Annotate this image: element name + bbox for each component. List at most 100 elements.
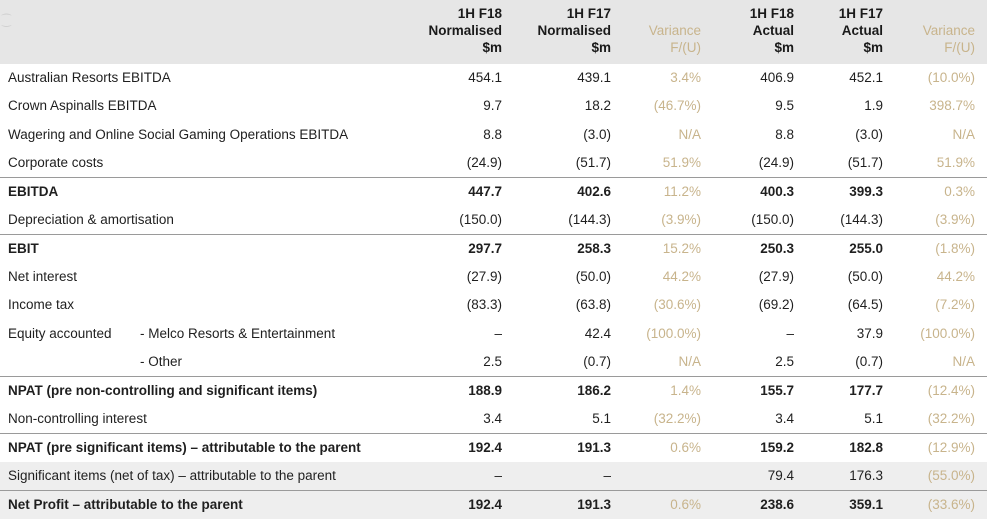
header-col-1h-f17-normalised: 1H F17 Normalised $m (537, 5, 611, 56)
cell-1h-f18-actual: (150.0) (751, 212, 794, 227)
cell-variance-actual: (12.9%) (927, 440, 975, 455)
header-line: Variance (648, 23, 701, 38)
cell-variance-normalised: 51.9% (662, 155, 701, 170)
cell-1h-f18-normalised: 297.7 (468, 241, 502, 256)
table-row: Income tax (83.3) (63.8) (30.6%) (69.2) (64.5… (0, 291, 987, 319)
cell-1h-f17-actual: 255.0 (849, 241, 883, 256)
cell-1h-f18-normalised: (24.9) (466, 155, 502, 170)
row-label: Corporate costs (8, 155, 104, 170)
cell-1h-f17-normalised: (63.8) (575, 297, 611, 312)
cell-variance-actual: 398.7% (929, 98, 975, 113)
header-line: Actual (841, 23, 883, 38)
cell-1h-f17-actual: 359.1 (849, 497, 883, 512)
cell-1h-f18-actual: 155.7 (760, 383, 794, 398)
cell-1h-f18-normalised: 8.8 (483, 127, 502, 142)
cell-1h-f17-normalised: 5.1 (592, 411, 611, 426)
cell-variance-actual: (100.0%) (920, 326, 975, 341)
cell-variance-actual: N/A (952, 354, 975, 369)
header-col-variance-actual: Variance F/(U) (923, 22, 975, 56)
row-divider (0, 177, 987, 178)
header-line: Normalised (428, 23, 502, 38)
header-col-1h-f18-normalised: 1H F18 Normalised $m (428, 5, 502, 56)
row-label: Australian Resorts EBITDA (8, 70, 171, 85)
row-label: NPAT (pre non-controlling and significan… (8, 383, 318, 398)
cell-1h-f18-actual: (27.9) (758, 269, 794, 284)
table-row: NPAT (pre non-controlling and significan… (0, 377, 987, 405)
cell-variance-normalised: 3.4% (670, 70, 701, 85)
cell-variance-normalised: N/A (678, 354, 701, 369)
table-row: EBITDA 447.7 402.6 11.2% 400.3 399.3 0.3% (0, 178, 987, 206)
header-line: Variance (922, 23, 975, 38)
header-line: $m (591, 40, 611, 55)
row-label: Non-controlling interest (8, 411, 147, 426)
cell-1h-f17-normalised: 439.1 (577, 70, 611, 85)
cell-1h-f18-actual: 250.3 (760, 241, 794, 256)
cell-1h-f18-actual: 79.4 (767, 468, 794, 483)
cell-1h-f17-actual: 177.7 (849, 383, 883, 398)
table-row: Depreciation & amortisation (150.0) (144.3… (0, 206, 987, 234)
row-divider (0, 433, 987, 434)
cell-1h-f17-actual: 182.8 (849, 440, 883, 455)
table-row: NPAT (pre significant items) – attributa… (0, 434, 987, 462)
row-label: Crown Aspinalls EBITDA (8, 98, 157, 113)
cell-variance-normalised: (100.0%) (646, 326, 701, 341)
cell-variance-actual: (1.8%) (935, 241, 975, 256)
cell-variance-normalised: 1.4% (670, 383, 701, 398)
row-label: Net Profit – attributable to the parent (8, 497, 243, 512)
cell-variance-normalised: 0.6% (670, 440, 701, 455)
cell-variance-actual: (33.6%) (927, 497, 975, 512)
cell-1h-f17-normalised: 42.4 (584, 326, 611, 341)
cell-1h-f18-normalised: – (494, 468, 502, 483)
cell-1h-f18-normalised: 454.1 (468, 70, 502, 85)
header-line: $m (774, 40, 794, 55)
cell-1h-f17-actual: 452.1 (849, 70, 883, 85)
cell-1h-f17-normalised: 186.2 (577, 383, 611, 398)
header-line: $m (482, 40, 502, 55)
cell-1h-f18-normalised: 9.7 (483, 98, 502, 113)
cell-variance-normalised: (30.6%) (653, 297, 701, 312)
cell-1h-f17-actual: (144.3) (840, 212, 883, 227)
cell-1h-f18-normalised: 447.7 (468, 184, 502, 199)
cell-variance-actual: (7.2%) (935, 297, 975, 312)
cell-variance-actual: 51.9% (936, 155, 975, 170)
header-col-1h-f17-actual: 1H F17 Actual $m (839, 5, 883, 56)
table-row: Corporate costs (24.9) (51.7) 51.9% (24.9) (5… (0, 149, 987, 177)
row-label: Depreciation & amortisation (8, 212, 174, 227)
table-row: Equity accounted - Melco Resorts & Entert… (0, 320, 987, 348)
table-row: Significant items (net of tax) – attribu… (0, 462, 987, 490)
table-header: ⁐ 1H F18 Normalised $m 1H F17 Normalised… (0, 0, 987, 64)
cell-1h-f18-normalised: 2.5 (483, 354, 502, 369)
cell-1h-f17-actual: (0.7) (855, 354, 883, 369)
row-divider (0, 490, 987, 491)
cell-1h-f18-actual: 406.9 (760, 70, 794, 85)
cell-1h-f17-actual: (3.0) (855, 127, 883, 142)
cell-variance-normalised: N/A (678, 127, 701, 142)
table-row: Crown Aspinalls EBITDA 9.7 18.2 (46.7%) 9.5 1… (0, 92, 987, 120)
cell-1h-f18-actual: (24.9) (758, 155, 794, 170)
cell-1h-f17-actual: 5.1 (864, 411, 883, 426)
cell-1h-f18-normalised: (27.9) (466, 269, 502, 284)
cell-1h-f17-normalised: (144.3) (568, 212, 611, 227)
header-line: 1H F17 (838, 6, 883, 21)
cell-1h-f17-actual: (64.5) (847, 297, 883, 312)
cell-1h-f17-normalised: (51.7) (575, 155, 611, 170)
cell-1h-f17-actual: 399.3 (849, 184, 883, 199)
cell-1h-f17-normalised: (0.7) (583, 354, 611, 369)
cell-variance-actual: (32.2%) (927, 411, 975, 426)
cell-variance-actual: (10.0%) (927, 70, 975, 85)
cell-1h-f17-normalised: 402.6 (577, 184, 611, 199)
cell-1h-f17-actual: 37.9 (856, 326, 883, 341)
cell-1h-f17-actual: (50.0) (847, 269, 883, 284)
cell-variance-actual: 44.2% (936, 269, 975, 284)
cell-1h-f18-normalised: 188.9 (468, 383, 502, 398)
table-row: Wagering and Online Social Gaming Operat… (0, 121, 987, 149)
table-row: - Other 2.5 (0.7) N/A 2.5 (0.7) N/A (0, 348, 987, 376)
cell-1h-f18-actual: 9.5 (775, 98, 794, 113)
cell-variance-actual: 0.3% (944, 184, 975, 199)
table-row: Australian Resorts EBITDA 454.1 439.1 3.4% 4… (0, 64, 987, 92)
table-row: EBIT 297.7 258.3 15.2% 250.3 255.0 (1.8%) (0, 235, 987, 263)
cell-variance-actual: N/A (952, 127, 975, 142)
header-col-variance-normalised: Variance F/(U) (649, 22, 701, 56)
cell-1h-f18-actual: 238.6 (760, 497, 794, 512)
cell-1h-f17-actual: 176.3 (849, 468, 883, 483)
